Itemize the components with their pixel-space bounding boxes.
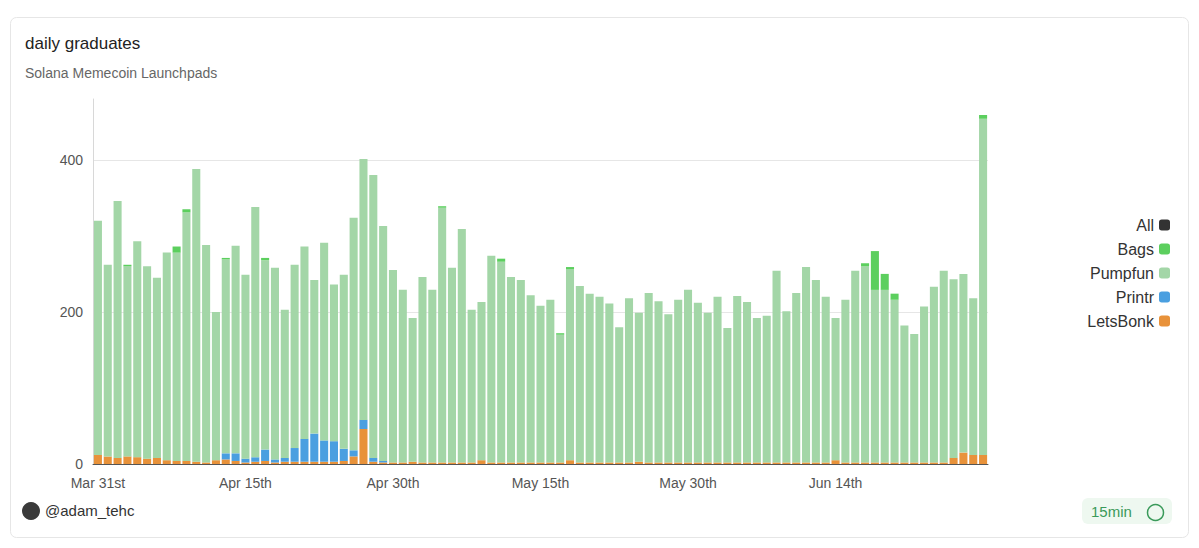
svg-text:All: All bbox=[1136, 217, 1154, 234]
svg-text:200: 200 bbox=[60, 304, 84, 320]
svg-text:Printr: Printr bbox=[1116, 289, 1155, 306]
svg-text:May 15th: May 15th bbox=[512, 475, 570, 491]
svg-text:15min: 15min bbox=[1091, 503, 1132, 520]
svg-text:Mar 31st: Mar 31st bbox=[71, 475, 126, 491]
svg-text:Solana Memecoin Launchpads: Solana Memecoin Launchpads bbox=[25, 65, 217, 81]
svg-text:@adam_tehc: @adam_tehc bbox=[45, 502, 135, 519]
svg-text:Jun 14th: Jun 14th bbox=[809, 475, 863, 491]
svg-text:LetsBonk: LetsBonk bbox=[1087, 313, 1155, 330]
svg-text:400: 400 bbox=[60, 152, 84, 168]
svg-text:Apr 15th: Apr 15th bbox=[219, 475, 272, 491]
svg-text:daily graduates: daily graduates bbox=[25, 34, 140, 53]
svg-text:0: 0 bbox=[75, 456, 83, 472]
svg-text:Apr 30th: Apr 30th bbox=[367, 475, 420, 491]
svg-text:Pumpfun: Pumpfun bbox=[1090, 265, 1154, 282]
svg-text:May 30th: May 30th bbox=[659, 475, 717, 491]
svg-text:Bags: Bags bbox=[1118, 241, 1154, 258]
